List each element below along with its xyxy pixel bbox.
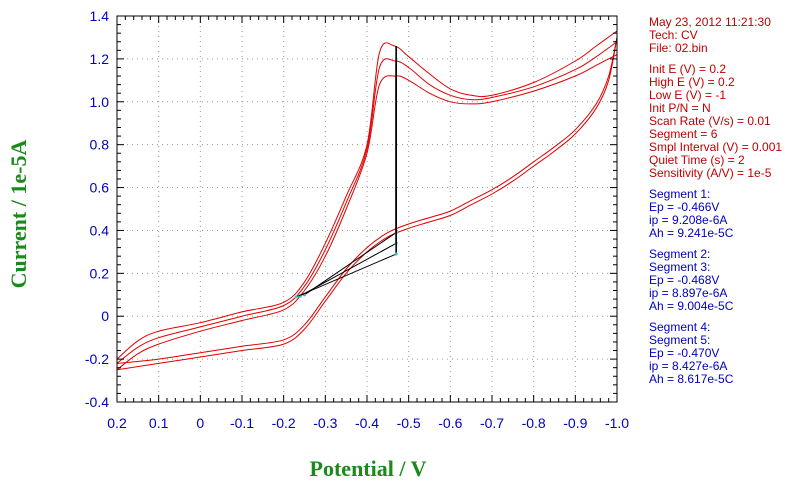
- info-panel: May 23, 2012 11:21:30 Tech: CV File: 02.…: [649, 16, 799, 386]
- x-tick-label: 0: [196, 415, 204, 431]
- info-line: Init P/N = N: [649, 101, 711, 115]
- info-segment-2-3: Segment 2: Segment 3: Ep = -0.468V ip = …: [649, 248, 799, 313]
- x-axis-label: Potential / V: [309, 456, 427, 481]
- y-tick-label: 0.6: [90, 180, 110, 196]
- info-line: ip = 9.208e-6A: [649, 213, 728, 227]
- info-segment-4-5: Segment 4: Segment 5: Ep = -0.470V ip = …: [649, 321, 799, 386]
- x-tick-labels: 0.2 0.1 0 -0.1 -0.2 -0.3 -0.4 -0.5 -0.6 -0.7 -0.8 -…: [107, 415, 629, 431]
- cv-segment-4: [116, 37, 618, 371]
- info-line: Scan Rate (V/s) = 0.01: [649, 114, 771, 128]
- peak-baselines: [294, 46, 398, 299]
- y-tick-label: 0.2: [90, 265, 110, 281]
- baseline-1: [304, 232, 397, 296]
- info-line: Ah = 8.617e-5C: [649, 372, 734, 386]
- info-line: High E (V) = 0.2: [649, 75, 735, 89]
- info-line: Segment 2:: [649, 247, 711, 261]
- baseline-3: [295, 253, 397, 298]
- cv-segment-3: [116, 30, 618, 360]
- y-tick-label: 0: [101, 308, 109, 324]
- info-line: Ah = 9.004e-5C: [649, 299, 734, 313]
- info-line: Ep = -0.468V: [649, 273, 720, 287]
- info-line: May 23, 2012 11:21:30: [649, 15, 771, 29]
- info-line: Segment 3:: [649, 260, 711, 274]
- info-line: Sensitivity (A/V) = 1e-5: [649, 166, 772, 180]
- info-line: Ah = 9.241e-5C: [649, 226, 734, 240]
- info-line: Segment = 6: [649, 127, 718, 141]
- info-line: Segment 1:: [649, 187, 711, 201]
- y-tick-labels: -0.4 -0.2 0 0.2 0.4 0.6 0.8 1.0 1.2 1.4: [85, 8, 109, 410]
- plot-frame: [116, 15, 618, 403]
- x-tick-label: -0.4: [355, 415, 379, 431]
- cv-segment-2: [116, 41, 618, 364]
- info-line: Segment 4:: [649, 320, 711, 334]
- x-tick-label: -0.5: [397, 415, 421, 431]
- y-axis-label: Current / 1e-5A: [6, 139, 31, 289]
- y-tick-label: 1.0: [90, 94, 110, 110]
- x-tick-label: -0.3: [313, 415, 337, 431]
- x-tick-label: -0.2: [272, 415, 296, 431]
- cv-curves: [116, 30, 618, 371]
- x-tick-label: 0.1: [149, 415, 169, 431]
- y-tick-label: 0.8: [90, 137, 110, 153]
- info-line: Quiet Time (s) = 2: [649, 153, 745, 167]
- info-line: Segment 5:: [649, 333, 711, 347]
- y-tick-label: 1.2: [90, 51, 110, 67]
- x-tick-label: -0.1: [230, 415, 254, 431]
- info-header: May 23, 2012 11:21:30 Tech: CV File: 02.…: [649, 16, 799, 55]
- x-tick-label: -0.9: [563, 415, 587, 431]
- info-line: Smpl Interval (V) = 0.001: [649, 140, 783, 154]
- info-segment-1: Segment 1: Ep = -0.466V ip = 9.208e-6A A…: [649, 188, 799, 240]
- info-line: ip = 8.427e-6A: [649, 359, 728, 373]
- y-tick-label: 0.4: [90, 222, 110, 238]
- y-tick-label: -0.4: [85, 394, 109, 410]
- baseline-end-marker: [394, 252, 398, 256]
- axis-ticks: [116, 15, 618, 403]
- info-line: Ep = -0.466V: [649, 200, 720, 214]
- x-tick-label: 0.2: [107, 415, 127, 431]
- baseline-start-marker: [294, 295, 298, 299]
- info-line: File: 02.bin: [649, 41, 708, 55]
- info-line: Init E (V) = 0.2: [649, 62, 727, 76]
- info-line: ip = 8.897e-6A: [649, 286, 728, 300]
- x-tick-label: -0.7: [480, 415, 504, 431]
- info-line: Ep = -0.470V: [649, 346, 720, 360]
- info-line: Tech: CV: [649, 28, 698, 42]
- y-tick-label: -0.2: [85, 351, 109, 367]
- cv-segment-5: [116, 37, 618, 364]
- cv-segment-1: [116, 54, 618, 371]
- x-tick-label: -0.6: [438, 415, 462, 431]
- grid-lines: [117, 16, 617, 402]
- info-params: Init E (V) = 0.2 High E (V) = 0.2 Low E …: [649, 63, 799, 180]
- y-tick-label: 1.4: [90, 8, 110, 24]
- x-tick-label: -0.8: [522, 415, 546, 431]
- x-tick-label: -1.0: [605, 415, 629, 431]
- baseline-2: [300, 242, 397, 297]
- info-line: Low E (V) = -1: [649, 88, 727, 102]
